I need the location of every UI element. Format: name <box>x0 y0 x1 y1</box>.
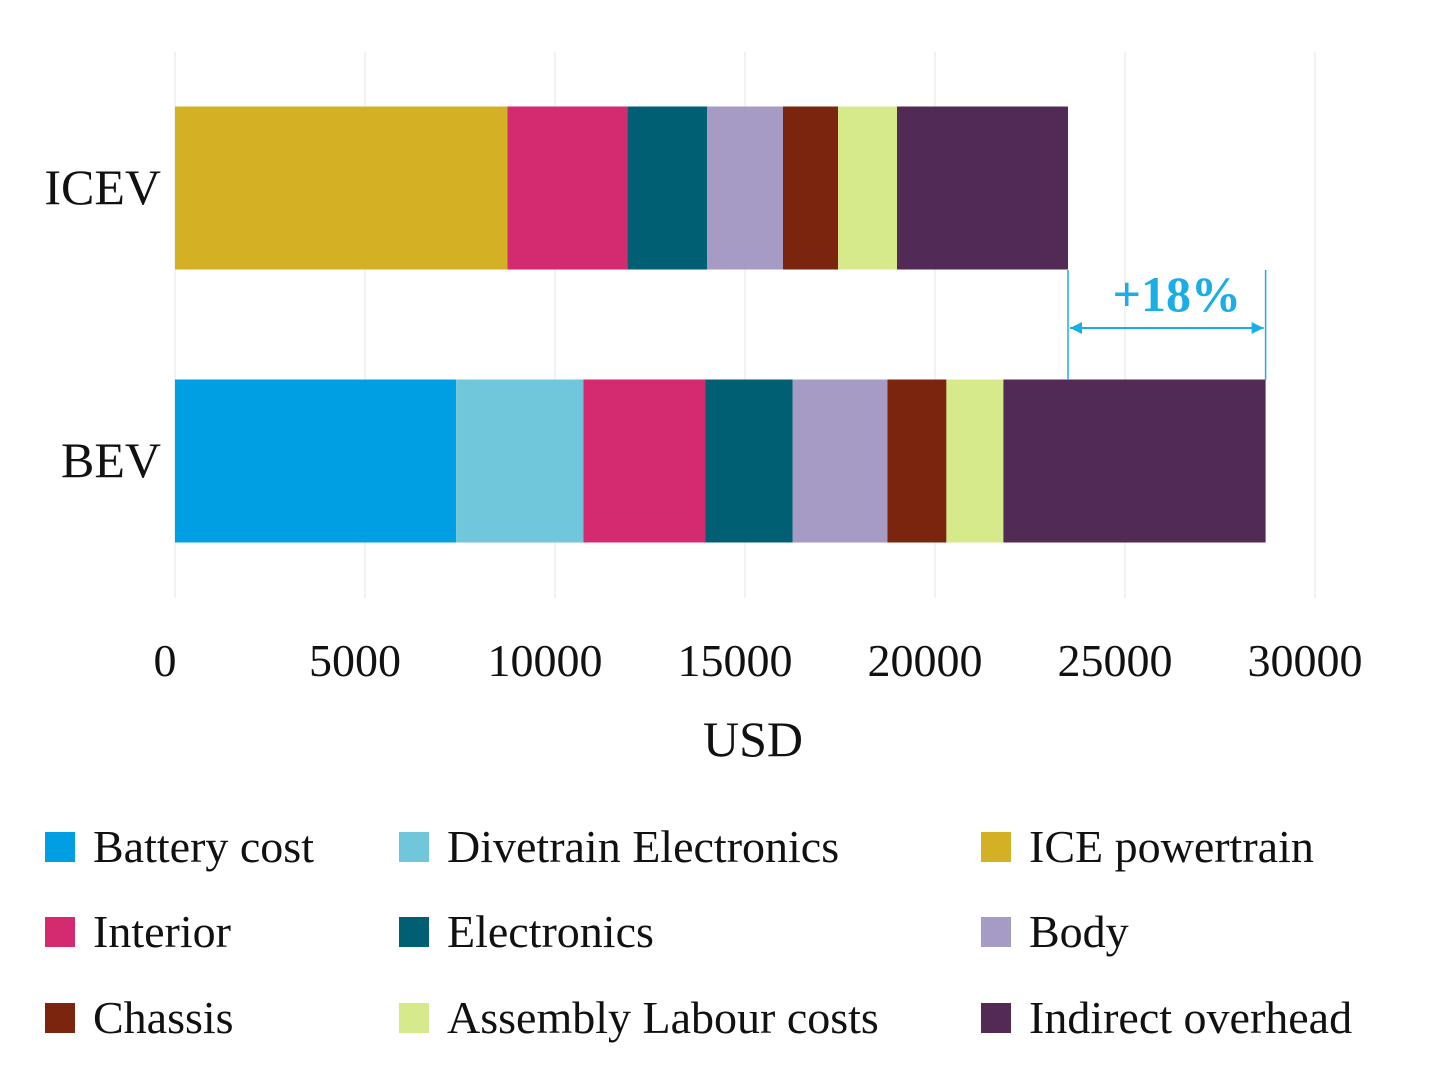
legend-item: Assembly Labour costs <box>399 988 879 1048</box>
category-label: BEV <box>61 432 161 488</box>
annotation-label: +18% <box>1113 266 1242 322</box>
x-tick-labels: 0 5000 10000 15000 20000 25000 30000 <box>154 635 1363 686</box>
legend-item: Indirect overhead <box>981 988 1352 1048</box>
bar-segment <box>783 106 839 270</box>
legend-item: Electronics <box>399 902 654 962</box>
bar-segment <box>946 379 1004 543</box>
legend-label: Electronics <box>447 906 654 957</box>
bar-segment <box>507 106 628 270</box>
bar-segment <box>838 106 897 270</box>
legend-item: Interior <box>45 902 231 962</box>
legend-swatch <box>981 832 1011 862</box>
legend-swatch <box>45 1003 75 1033</box>
x-tick-label: 10000 <box>488 635 603 686</box>
chart: ICEV BEV 0 5000 10000 15000 20000 25000 30000 +… <box>44 52 1363 767</box>
legend-item: Body <box>981 902 1129 962</box>
legend-label: Interior <box>93 906 231 957</box>
legend-swatch <box>981 917 1011 947</box>
legend-swatch <box>399 832 429 862</box>
legend-label: Assembly Labour costs <box>447 992 879 1043</box>
x-tick-label: 0 <box>154 635 177 686</box>
bar-segment <box>705 379 793 543</box>
bar-segment <box>175 379 457 543</box>
legend-swatch <box>399 1003 429 1033</box>
bar-segment <box>792 379 888 543</box>
bar-segment <box>627 106 707 270</box>
legend-item: Divetrain Electronics <box>399 817 839 877</box>
legend-item: ICE powertrain <box>981 817 1314 877</box>
x-tick-label: 15000 <box>678 635 793 686</box>
legend-label: ICE powertrain <box>1029 821 1314 872</box>
bars <box>175 106 1266 543</box>
legend-label: Divetrain Electronics <box>447 821 840 872</box>
category-label: ICEV <box>44 159 161 215</box>
legend-item: Battery cost <box>45 817 314 877</box>
legend-label: Indirect overhead <box>1029 992 1353 1043</box>
legend-swatch <box>399 917 429 947</box>
x-tick-label: 20000 <box>868 635 983 686</box>
legend-label: Body <box>1029 906 1129 957</box>
percent-increase-annotation: +18% <box>1067 266 1267 380</box>
bar-segment <box>1003 379 1266 543</box>
legend-item: Chassis <box>45 988 234 1048</box>
bar-segment <box>583 379 706 543</box>
bar-segment <box>897 106 1068 270</box>
bar-segment <box>707 106 783 270</box>
legend-swatch <box>981 1003 1011 1033</box>
x-tick-label: 30000 <box>1248 635 1363 686</box>
bar-segment <box>887 379 947 543</box>
x-tick-label: 25000 <box>1058 635 1173 686</box>
legend-label: Chassis <box>93 992 234 1043</box>
legend-swatch <box>45 917 75 947</box>
legend-label: Battery cost <box>93 821 314 872</box>
x-tick-label: 5000 <box>309 635 401 686</box>
bar-segment <box>175 106 508 270</box>
x-axis-label: USD <box>703 711 803 767</box>
legend-swatch <box>45 832 75 862</box>
annotation-arrowhead-left <box>1070 322 1082 334</box>
bar-segment <box>456 379 584 543</box>
annotation-arrowhead-right <box>1251 322 1264 334</box>
category-labels: ICEV BEV <box>44 159 161 488</box>
